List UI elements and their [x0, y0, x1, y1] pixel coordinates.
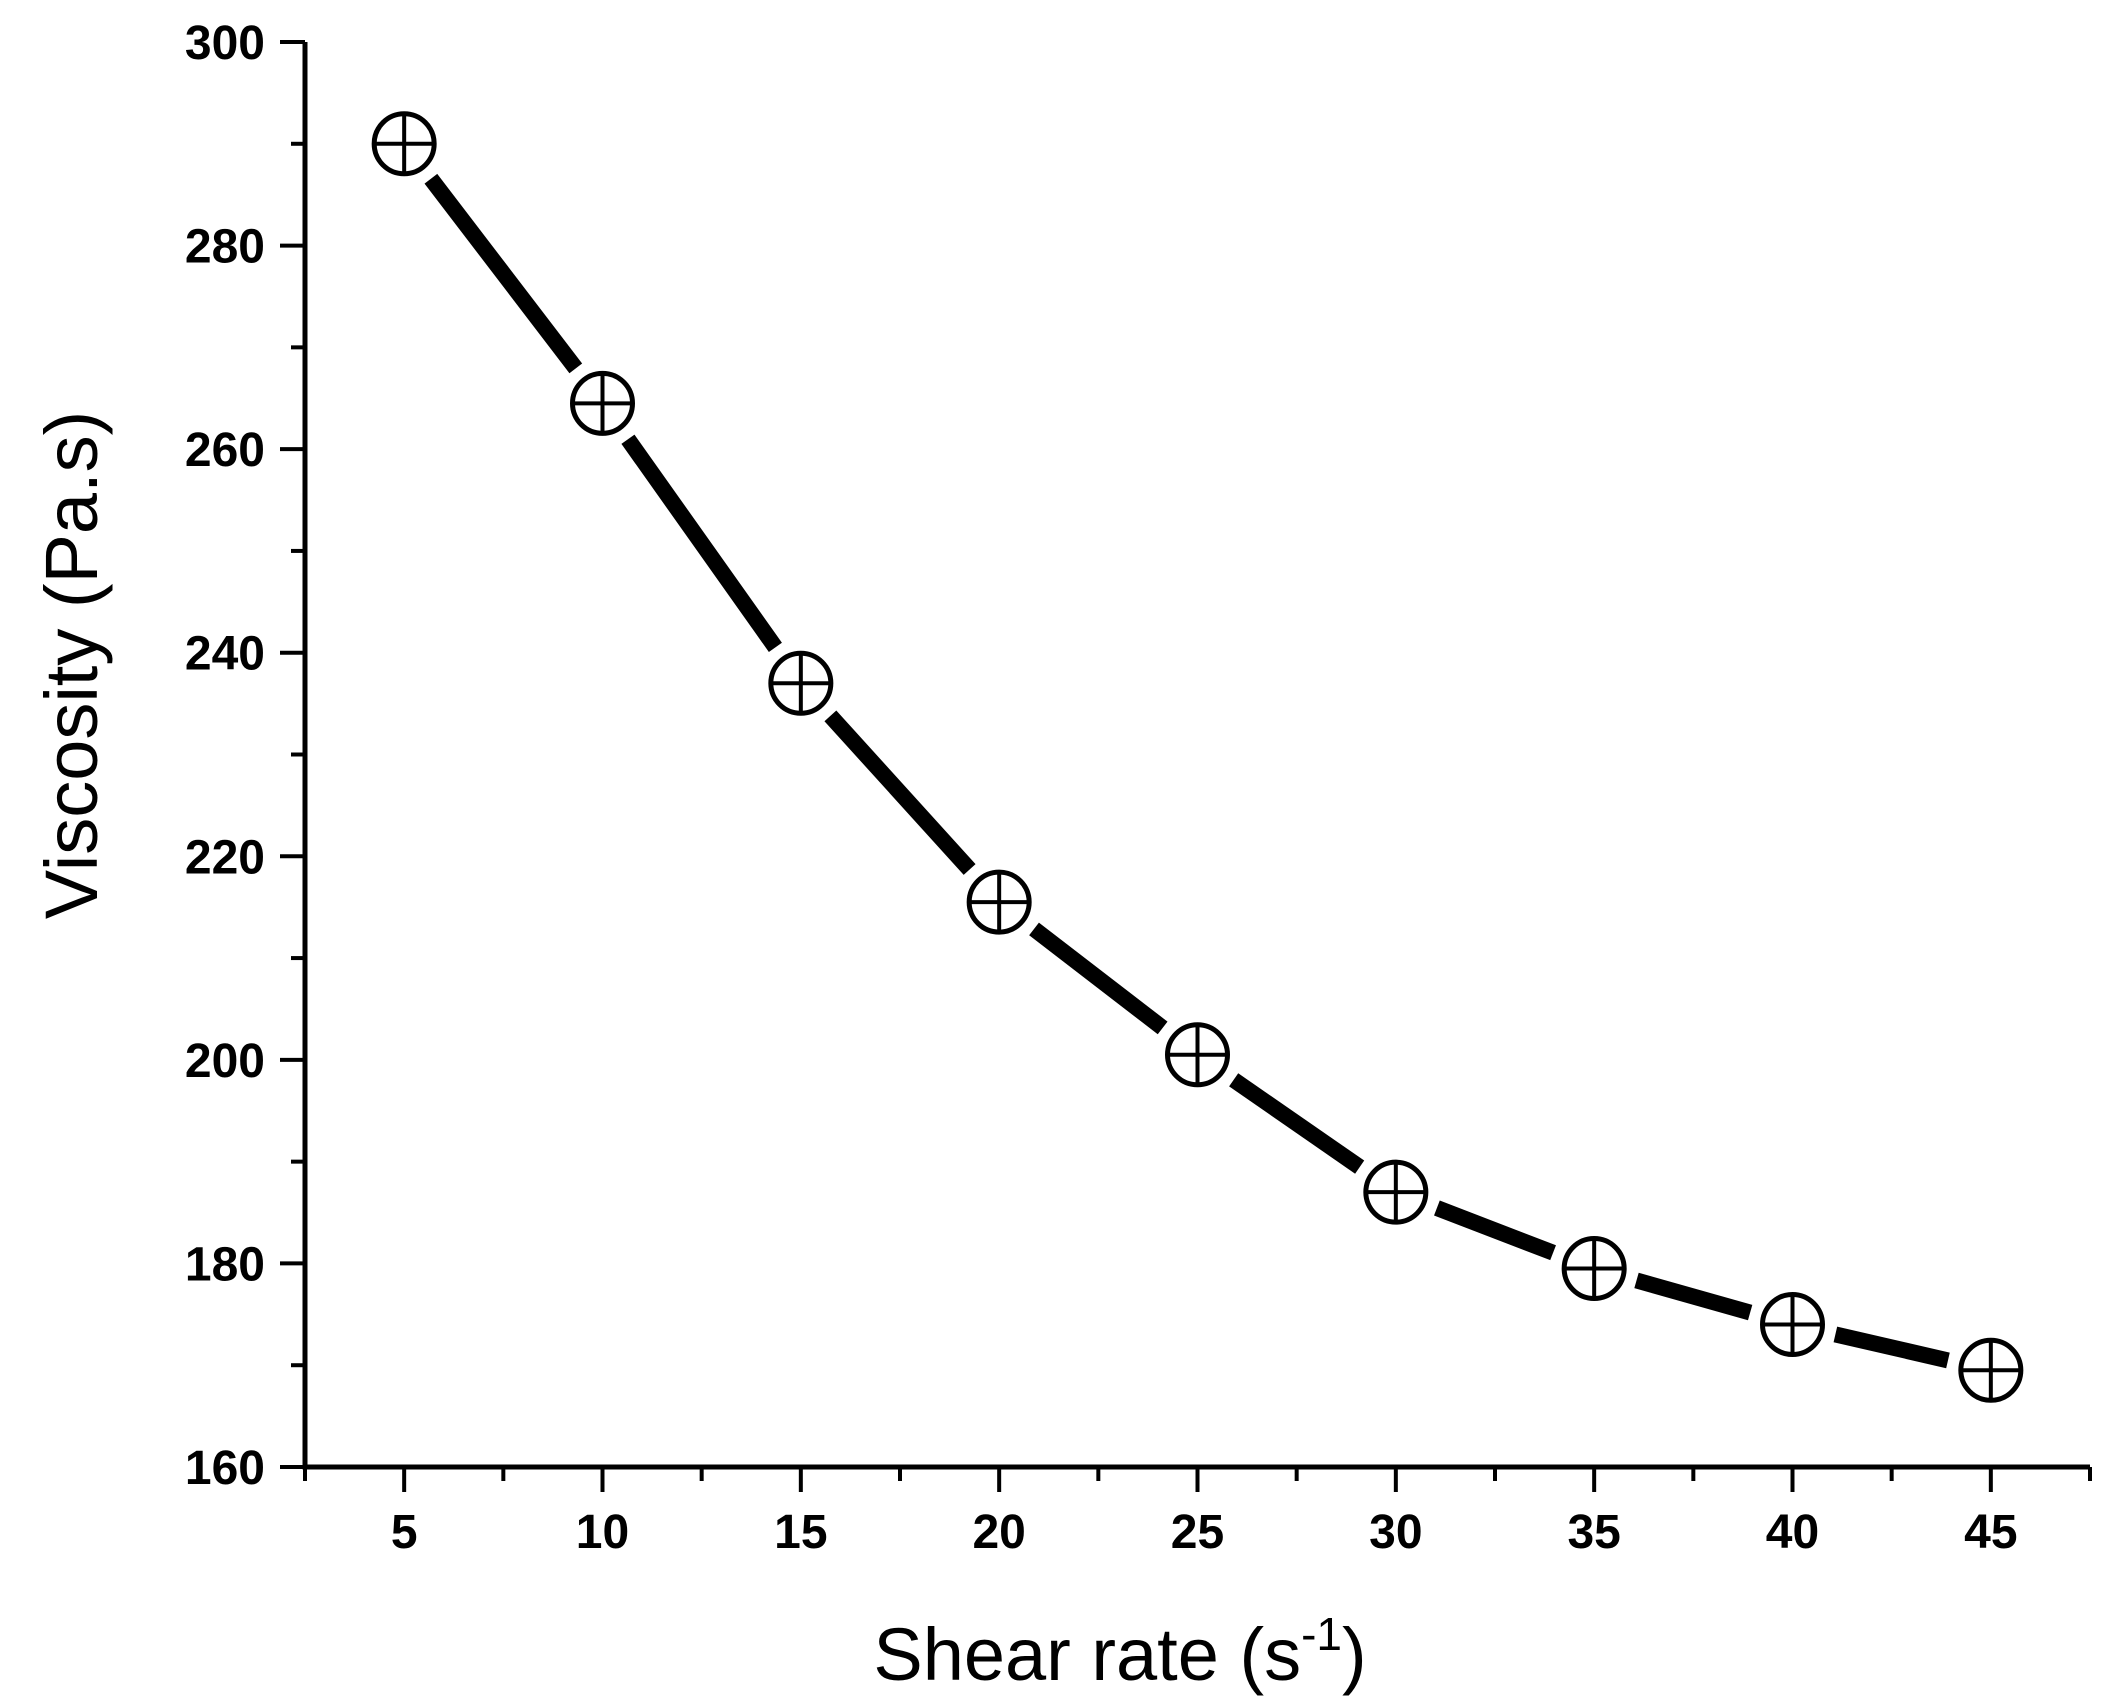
y-tick-label: 220: [185, 831, 265, 884]
line-segment: [824, 710, 976, 875]
y-tick-label: 260: [185, 424, 265, 477]
y-axis-title: Viscosity (Pa.s): [30, 411, 113, 920]
tick-labels: 5 10 15 20 25 30 35 40 45 160 180 200 220 240 260 280 30…: [185, 17, 2018, 1559]
major-ticks: [280, 40, 1993, 1492]
y-tick-label: 240: [185, 628, 265, 681]
data-point: [1760, 1292, 1825, 1357]
x-tick-label: 30: [1369, 1506, 1422, 1559]
y-tick-label: 180: [185, 1238, 265, 1291]
data-point: [1958, 1337, 2024, 1403]
x-tick-label: 5: [391, 1506, 418, 1559]
x-axis-title: Shear rate (s-1): [873, 1608, 1366, 1696]
line-segment: [1434, 1200, 1556, 1261]
y-tick-label: 200: [185, 1035, 265, 1088]
line-segment: [621, 434, 782, 652]
data-point: [371, 111, 437, 177]
line-segment: [1833, 1326, 1950, 1369]
data-point: [1561, 1236, 1627, 1302]
x-tick-label: 40: [1766, 1506, 1819, 1559]
x-tick-label: 10: [576, 1506, 629, 1559]
x-tick-label: 20: [972, 1506, 1025, 1559]
x-tick-label: 45: [1964, 1506, 2017, 1559]
x-tick-label: 35: [1567, 1506, 1620, 1559]
x-tick-label: 25: [1171, 1506, 1224, 1559]
series-layer: [371, 111, 2024, 1403]
line-segment: [1634, 1272, 1753, 1321]
data-point: [768, 650, 834, 716]
line-segment: [424, 173, 583, 374]
x-tick-label: 15: [774, 1506, 827, 1559]
data-point: [570, 370, 635, 436]
data-point: [1165, 1022, 1230, 1088]
line-segment: [1029, 922, 1168, 1035]
data-point: [966, 869, 1032, 935]
y-tick-label: 280: [185, 221, 265, 274]
y-tick-label: 300: [185, 17, 265, 70]
data-point: [1363, 1159, 1429, 1225]
y-tick-label: 160: [185, 1442, 265, 1495]
line-segment: [1229, 1073, 1365, 1174]
series-line: [424, 173, 1950, 1369]
